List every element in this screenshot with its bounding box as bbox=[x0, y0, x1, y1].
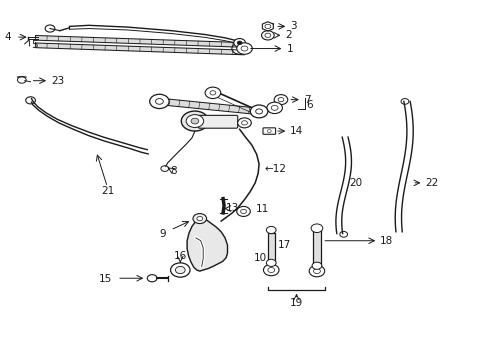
Circle shape bbox=[237, 118, 251, 128]
Circle shape bbox=[308, 265, 324, 277]
Circle shape bbox=[170, 263, 190, 277]
Circle shape bbox=[147, 275, 157, 282]
Circle shape bbox=[181, 111, 208, 131]
FancyBboxPatch shape bbox=[198, 115, 237, 128]
Text: 14: 14 bbox=[289, 126, 303, 136]
Circle shape bbox=[400, 99, 408, 104]
Text: 16: 16 bbox=[173, 251, 186, 261]
FancyBboxPatch shape bbox=[263, 128, 275, 134]
Circle shape bbox=[236, 206, 250, 216]
Text: 13: 13 bbox=[225, 203, 239, 213]
Circle shape bbox=[175, 266, 185, 274]
Circle shape bbox=[236, 43, 252, 54]
Circle shape bbox=[274, 95, 287, 105]
Text: 21: 21 bbox=[102, 186, 115, 197]
Circle shape bbox=[271, 105, 278, 111]
Text: 5: 5 bbox=[31, 40, 38, 50]
Bar bbox=[312, 230, 321, 266]
Circle shape bbox=[155, 99, 163, 104]
Text: ←12: ←12 bbox=[264, 164, 286, 174]
Circle shape bbox=[193, 213, 206, 224]
Text: 19: 19 bbox=[289, 298, 303, 308]
Polygon shape bbox=[35, 36, 244, 47]
Circle shape bbox=[263, 264, 279, 276]
Text: 9: 9 bbox=[159, 229, 165, 239]
Text: 3: 3 bbox=[289, 21, 296, 31]
Circle shape bbox=[241, 46, 247, 51]
Text: 15: 15 bbox=[99, 274, 112, 284]
Circle shape bbox=[240, 209, 246, 213]
Circle shape bbox=[266, 102, 282, 113]
Circle shape bbox=[313, 269, 320, 274]
Text: 6: 6 bbox=[306, 100, 313, 110]
Text: 22: 22 bbox=[425, 178, 438, 188]
Circle shape bbox=[278, 98, 284, 102]
Circle shape bbox=[339, 231, 347, 237]
Text: 18: 18 bbox=[379, 236, 392, 246]
Text: 23: 23 bbox=[51, 76, 64, 86]
Text: 17: 17 bbox=[277, 240, 290, 250]
Circle shape bbox=[18, 77, 26, 83]
Text: 7: 7 bbox=[303, 95, 310, 105]
Circle shape bbox=[186, 114, 203, 127]
Circle shape bbox=[266, 259, 276, 266]
Circle shape bbox=[191, 118, 199, 124]
Circle shape bbox=[250, 105, 267, 118]
Text: 11: 11 bbox=[256, 204, 269, 214]
Circle shape bbox=[311, 262, 321, 269]
Text: 1: 1 bbox=[286, 44, 292, 54]
Polygon shape bbox=[187, 217, 227, 271]
Text: 20: 20 bbox=[348, 178, 362, 188]
Circle shape bbox=[237, 41, 242, 45]
Circle shape bbox=[26, 97, 35, 104]
Circle shape bbox=[264, 33, 270, 37]
Circle shape bbox=[310, 224, 322, 233]
Text: 10: 10 bbox=[254, 253, 267, 263]
Circle shape bbox=[149, 94, 169, 109]
Circle shape bbox=[267, 267, 274, 273]
Polygon shape bbox=[159, 98, 259, 114]
Text: 4: 4 bbox=[4, 32, 11, 42]
Circle shape bbox=[209, 91, 215, 95]
Circle shape bbox=[231, 43, 247, 54]
Circle shape bbox=[266, 226, 276, 234]
Circle shape bbox=[261, 31, 274, 40]
Polygon shape bbox=[35, 43, 244, 55]
Circle shape bbox=[241, 121, 247, 125]
Text: 8: 8 bbox=[170, 166, 177, 176]
Text: 2: 2 bbox=[285, 30, 291, 40]
Circle shape bbox=[45, 25, 55, 32]
Circle shape bbox=[161, 166, 168, 171]
Circle shape bbox=[233, 39, 245, 47]
Circle shape bbox=[197, 216, 202, 221]
Circle shape bbox=[255, 109, 262, 114]
Circle shape bbox=[204, 87, 220, 99]
Bar bbox=[267, 233, 274, 263]
